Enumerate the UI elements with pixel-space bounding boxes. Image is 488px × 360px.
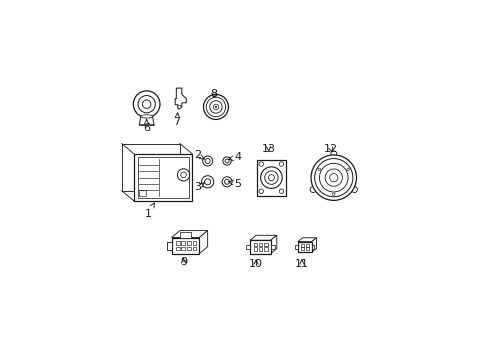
Circle shape (279, 162, 283, 166)
Circle shape (133, 91, 160, 117)
Polygon shape (311, 245, 314, 249)
Circle shape (206, 97, 225, 117)
Polygon shape (297, 238, 316, 242)
Text: 9: 9 (180, 257, 187, 267)
Circle shape (346, 168, 349, 171)
Text: 12: 12 (323, 144, 337, 153)
Text: 4: 4 (228, 152, 241, 162)
Circle shape (351, 186, 357, 193)
Polygon shape (270, 245, 274, 249)
Circle shape (330, 151, 336, 157)
Circle shape (268, 175, 274, 181)
Circle shape (209, 101, 222, 113)
Polygon shape (249, 240, 270, 253)
Text: 2: 2 (194, 150, 204, 161)
Text: 5: 5 (228, 179, 241, 189)
Polygon shape (166, 242, 171, 249)
Circle shape (332, 193, 334, 195)
Circle shape (142, 100, 151, 108)
Circle shape (203, 94, 228, 120)
Polygon shape (245, 245, 249, 249)
Text: 13: 13 (261, 144, 275, 153)
Text: 8: 8 (210, 89, 217, 99)
Circle shape (314, 158, 352, 197)
Polygon shape (180, 232, 191, 238)
Polygon shape (139, 117, 154, 125)
Circle shape (204, 179, 210, 185)
Text: 11: 11 (294, 258, 308, 269)
Circle shape (177, 105, 181, 109)
Circle shape (205, 158, 210, 163)
Polygon shape (311, 238, 316, 252)
Circle shape (264, 171, 278, 184)
Circle shape (279, 189, 283, 193)
Circle shape (329, 174, 337, 182)
Circle shape (260, 167, 282, 188)
Circle shape (319, 163, 347, 192)
Text: 3: 3 (194, 183, 204, 192)
Polygon shape (134, 154, 192, 201)
Text: 7: 7 (173, 113, 181, 127)
Text: 1: 1 (144, 203, 154, 219)
Circle shape (224, 159, 228, 163)
Circle shape (201, 176, 213, 188)
Text: 6: 6 (143, 120, 150, 133)
Circle shape (213, 104, 218, 110)
Circle shape (215, 106, 216, 108)
Text: 10: 10 (249, 258, 263, 269)
Polygon shape (249, 235, 276, 240)
Circle shape (310, 155, 356, 201)
Circle shape (259, 189, 263, 193)
Polygon shape (171, 231, 207, 238)
Circle shape (259, 162, 263, 166)
Polygon shape (171, 238, 199, 253)
Circle shape (202, 156, 212, 166)
Polygon shape (199, 231, 207, 253)
Polygon shape (175, 88, 186, 109)
Circle shape (177, 169, 189, 181)
Polygon shape (270, 235, 276, 253)
Circle shape (223, 157, 231, 165)
Ellipse shape (141, 115, 152, 118)
Circle shape (309, 186, 315, 193)
Polygon shape (294, 245, 297, 249)
Polygon shape (297, 242, 311, 252)
Circle shape (138, 95, 155, 113)
Circle shape (222, 177, 232, 187)
Circle shape (224, 179, 229, 184)
Circle shape (318, 168, 320, 171)
Polygon shape (256, 159, 285, 195)
Circle shape (325, 169, 342, 186)
